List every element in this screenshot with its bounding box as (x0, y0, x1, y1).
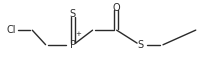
Text: S: S (137, 40, 143, 50)
Text: P: P (69, 40, 75, 50)
Text: S: S (69, 9, 75, 19)
Text: +: + (75, 31, 81, 37)
Text: Cl: Cl (7, 25, 16, 35)
Text: O: O (111, 3, 119, 13)
